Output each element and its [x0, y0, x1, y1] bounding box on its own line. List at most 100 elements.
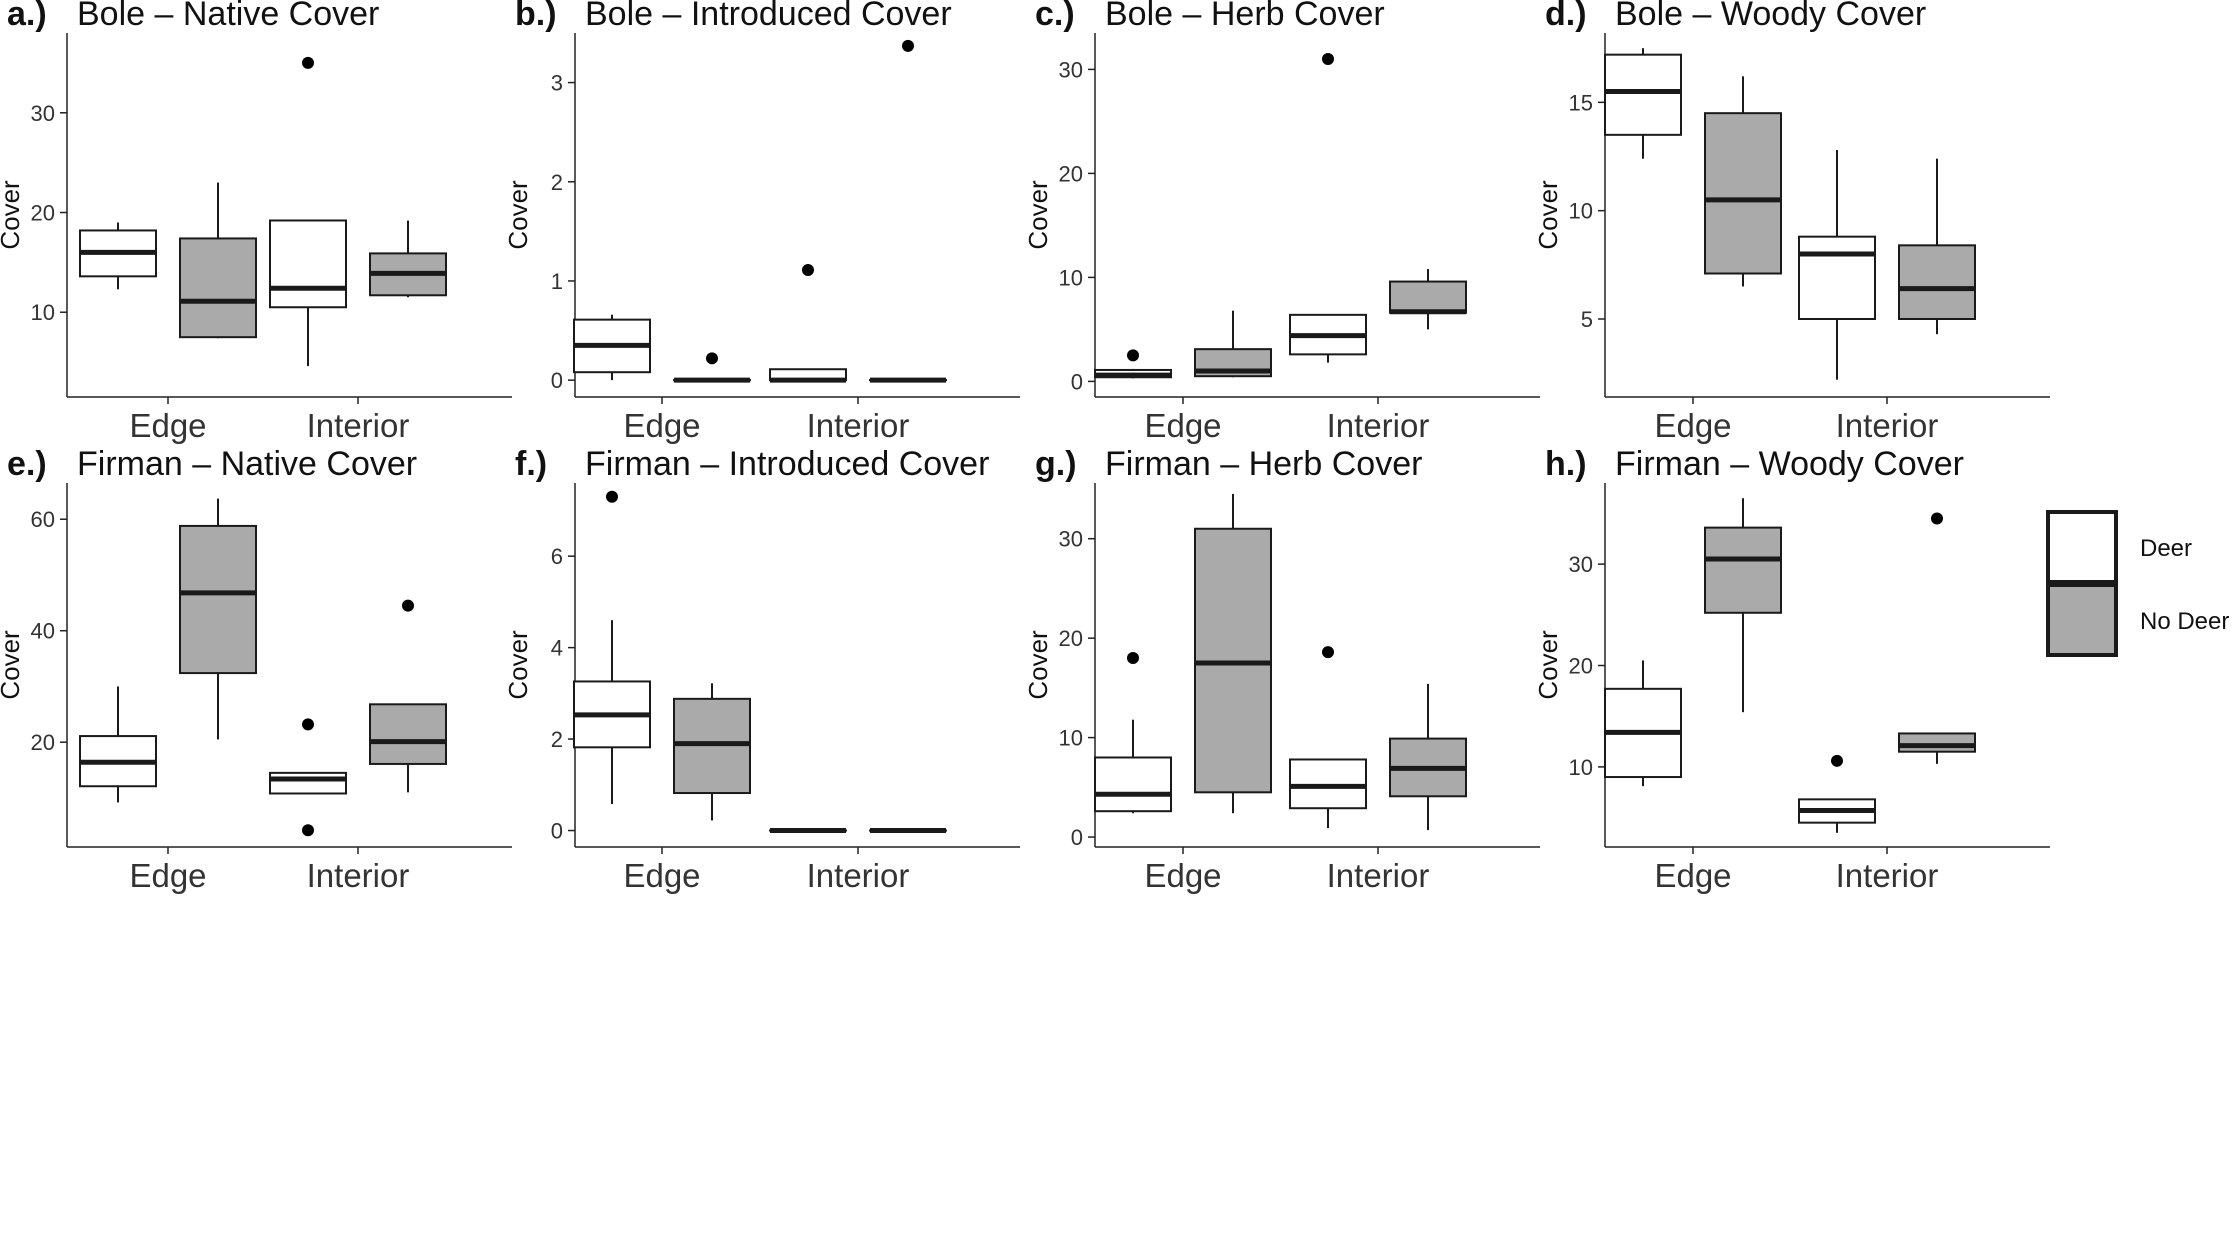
box-iqr [1389, 280, 1467, 314]
panel-c: c.) Bole – Herb Cover 0 10 20 30 Cover Edge Inte… [1023, 0, 1540, 444]
x-tick-label: Interior [807, 857, 910, 894]
y-axis-title: Cover [0, 180, 25, 250]
y-tick-label: 40 [31, 619, 55, 644]
box-no-deer-interior [369, 220, 447, 298]
box-iqr [1798, 235, 1876, 321]
panel-title: Bole – Woody Cover [1615, 0, 1926, 33]
y-tick-label: 10 [1569, 199, 1593, 224]
x-tick-label: Interior [807, 407, 910, 444]
y-tick-label: 30 [1059, 527, 1083, 552]
y-tick-label: 20 [31, 201, 55, 226]
box-iqr [1898, 244, 1976, 320]
y-axis-title: Cover [503, 180, 533, 250]
x-tick-label: Edge [623, 407, 700, 444]
panel-f: f.) Firman – Introduced Cover 0 2 4 6 Cover Edg… [503, 445, 1020, 894]
outlier-point [402, 599, 414, 612]
y-tick-label: 60 [31, 507, 55, 532]
panel-title: Bole – Herb Cover [1105, 0, 1385, 33]
box-no-deer-edge [1704, 76, 1782, 287]
box-deer-edge [573, 490, 651, 805]
y-tick-label: 0 [551, 819, 563, 844]
y-tick-label: 0 [1071, 369, 1083, 394]
y-axis-title: Cover [0, 630, 25, 700]
box-iqr [1094, 756, 1172, 813]
box-iqr [1704, 112, 1782, 275]
box-deer-interior [1289, 646, 1367, 829]
box-no-deer-interior [869, 39, 947, 383]
box-no-deer-interior [1389, 683, 1467, 831]
panel-title: Firman – Herb Cover [1105, 445, 1422, 483]
box-no-deer-interior [1389, 269, 1467, 330]
y-tick-label: 10 [1059, 726, 1083, 751]
y-tick-label: 0 [551, 368, 563, 393]
panel-tag: g.) [1035, 445, 1077, 483]
panel-tag: d.) [1545, 0, 1587, 33]
box-deer-interior [1798, 150, 1876, 380]
legend: Deer No Deer [2046, 510, 2229, 657]
box-deer-edge [573, 314, 651, 381]
box-iqr [1604, 53, 1682, 136]
panel-title: Firman – Native Cover [77, 445, 417, 483]
legend-key-no-deer [2046, 583, 2118, 657]
box-iqr [269, 771, 347, 795]
panel-tag: b.) [515, 0, 557, 33]
outlier-point [802, 264, 814, 277]
x-tick-label: Interior [1836, 407, 1939, 444]
x-tick-label: Interior [1327, 407, 1430, 444]
y-tick-label: 6 [551, 544, 563, 569]
box-no-deer-interior [1898, 158, 1976, 335]
outlier-point [1322, 53, 1334, 65]
y-tick-label: 10 [1569, 755, 1593, 780]
box-no-deer-edge [1194, 493, 1272, 814]
y-tick-label: 20 [1569, 654, 1593, 679]
box-no-deer-edge [179, 182, 257, 339]
box-deer-edge [79, 686, 157, 803]
legend-key-deer [2046, 510, 2118, 584]
y-axis-title: Cover [1023, 180, 1053, 250]
box-iqr [269, 219, 347, 309]
panel-b: b.) Bole – Introduced Cover 0 1 2 3 Cover Edge I… [503, 0, 1020, 444]
x-tick-label: Interior [1327, 857, 1430, 894]
outlier-point [302, 824, 314, 837]
y-tick-label: 15 [1569, 90, 1593, 115]
y-tick-label: 0 [1071, 825, 1083, 850]
outlier-point [1127, 652, 1139, 665]
box-no-deer-edge [673, 683, 751, 821]
box-deer-edge [1094, 652, 1172, 814]
y-tick-label: 3 [551, 71, 563, 96]
box-no-deer-interior [369, 599, 447, 793]
x-tick-label: Interior [307, 857, 410, 894]
panel-h: h.) Firman – Woody Cover 10 20 30 Cover Edge In… [1533, 445, 2050, 894]
outlier-point [606, 490, 618, 503]
x-tick-label: Edge [129, 857, 206, 894]
panel-tag: c.) [1035, 0, 1075, 33]
box-no-deer-edge [1194, 310, 1272, 378]
y-tick-label: 20 [1059, 626, 1083, 651]
x-tick-label: Edge [1654, 407, 1731, 444]
panel-tag: h.) [1545, 445, 1587, 483]
box-iqr [1898, 732, 1976, 753]
y-tick-label: 5 [1581, 307, 1593, 332]
box-deer-edge [1604, 660, 1682, 787]
panel-title: Bole – Native Cover [77, 0, 379, 33]
panel-tag: e.) [7, 445, 47, 483]
panel-title: Bole – Introduced Cover [585, 0, 952, 33]
outlier-point [1931, 512, 1943, 525]
y-axis-title: Cover [503, 630, 533, 700]
box-no-deer-interior [1898, 512, 1976, 764]
x-tick-label: Edge [1144, 407, 1221, 444]
x-tick-label: Edge [1144, 857, 1221, 894]
box-deer-edge [1604, 48, 1682, 159]
y-axis-title: Cover [1023, 630, 1053, 700]
y-axis-title: Cover [1533, 630, 1563, 700]
box-deer-edge [79, 222, 157, 290]
legend-label: No Deer [2140, 608, 2229, 635]
box-deer-interior [1798, 754, 1876, 833]
legend-label: Deer [2140, 535, 2192, 562]
box-no-deer-edge [179, 498, 257, 740]
y-tick-label: 30 [1569, 552, 1593, 577]
y-tick-label: 30 [31, 101, 55, 126]
box-deer-interior [269, 56, 347, 367]
box-iqr [179, 237, 257, 339]
